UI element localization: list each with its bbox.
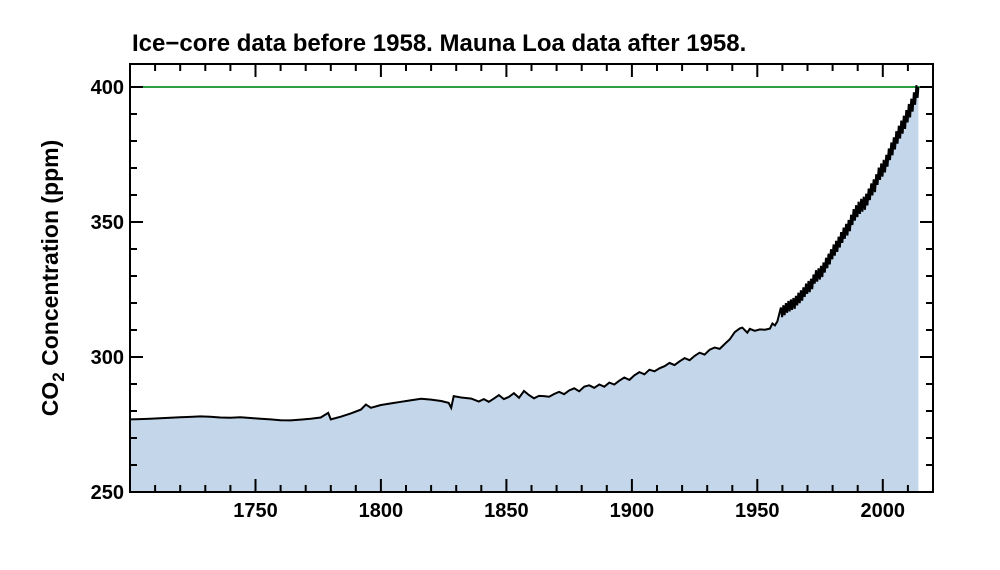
x-tick-label: 1800	[359, 500, 404, 522]
plot-area: 1750 1800 1850 1900 1950 2000 250 300 350 400	[91, 63, 934, 522]
y-tick-label: 350	[91, 212, 124, 234]
y-axis-label-base: CO	[37, 382, 63, 417]
x-tick-label: 1750	[233, 500, 278, 522]
co2-data-line	[129, 85, 920, 422]
y-tick-label: 300	[91, 347, 124, 369]
x-tick-label: 1850	[484, 500, 529, 522]
y-tick-label: 400	[91, 77, 124, 99]
y-axis-label-subscript: 2	[49, 372, 68, 381]
chart-title: Ice−core data before 1958. Mauna Loa dat…	[132, 30, 746, 57]
x-tick-label: 2000	[861, 500, 906, 522]
y-axis-label: CO2 Concentration (ppm)	[37, 140, 68, 417]
y-tick-label: 250	[91, 482, 124, 504]
x-tick-label: 1900	[610, 500, 655, 522]
y-axis-label-rest: Concentration (ppm)	[37, 140, 63, 373]
x-tick-label: 1950	[735, 500, 780, 522]
co2-area-fill	[130, 85, 919, 492]
